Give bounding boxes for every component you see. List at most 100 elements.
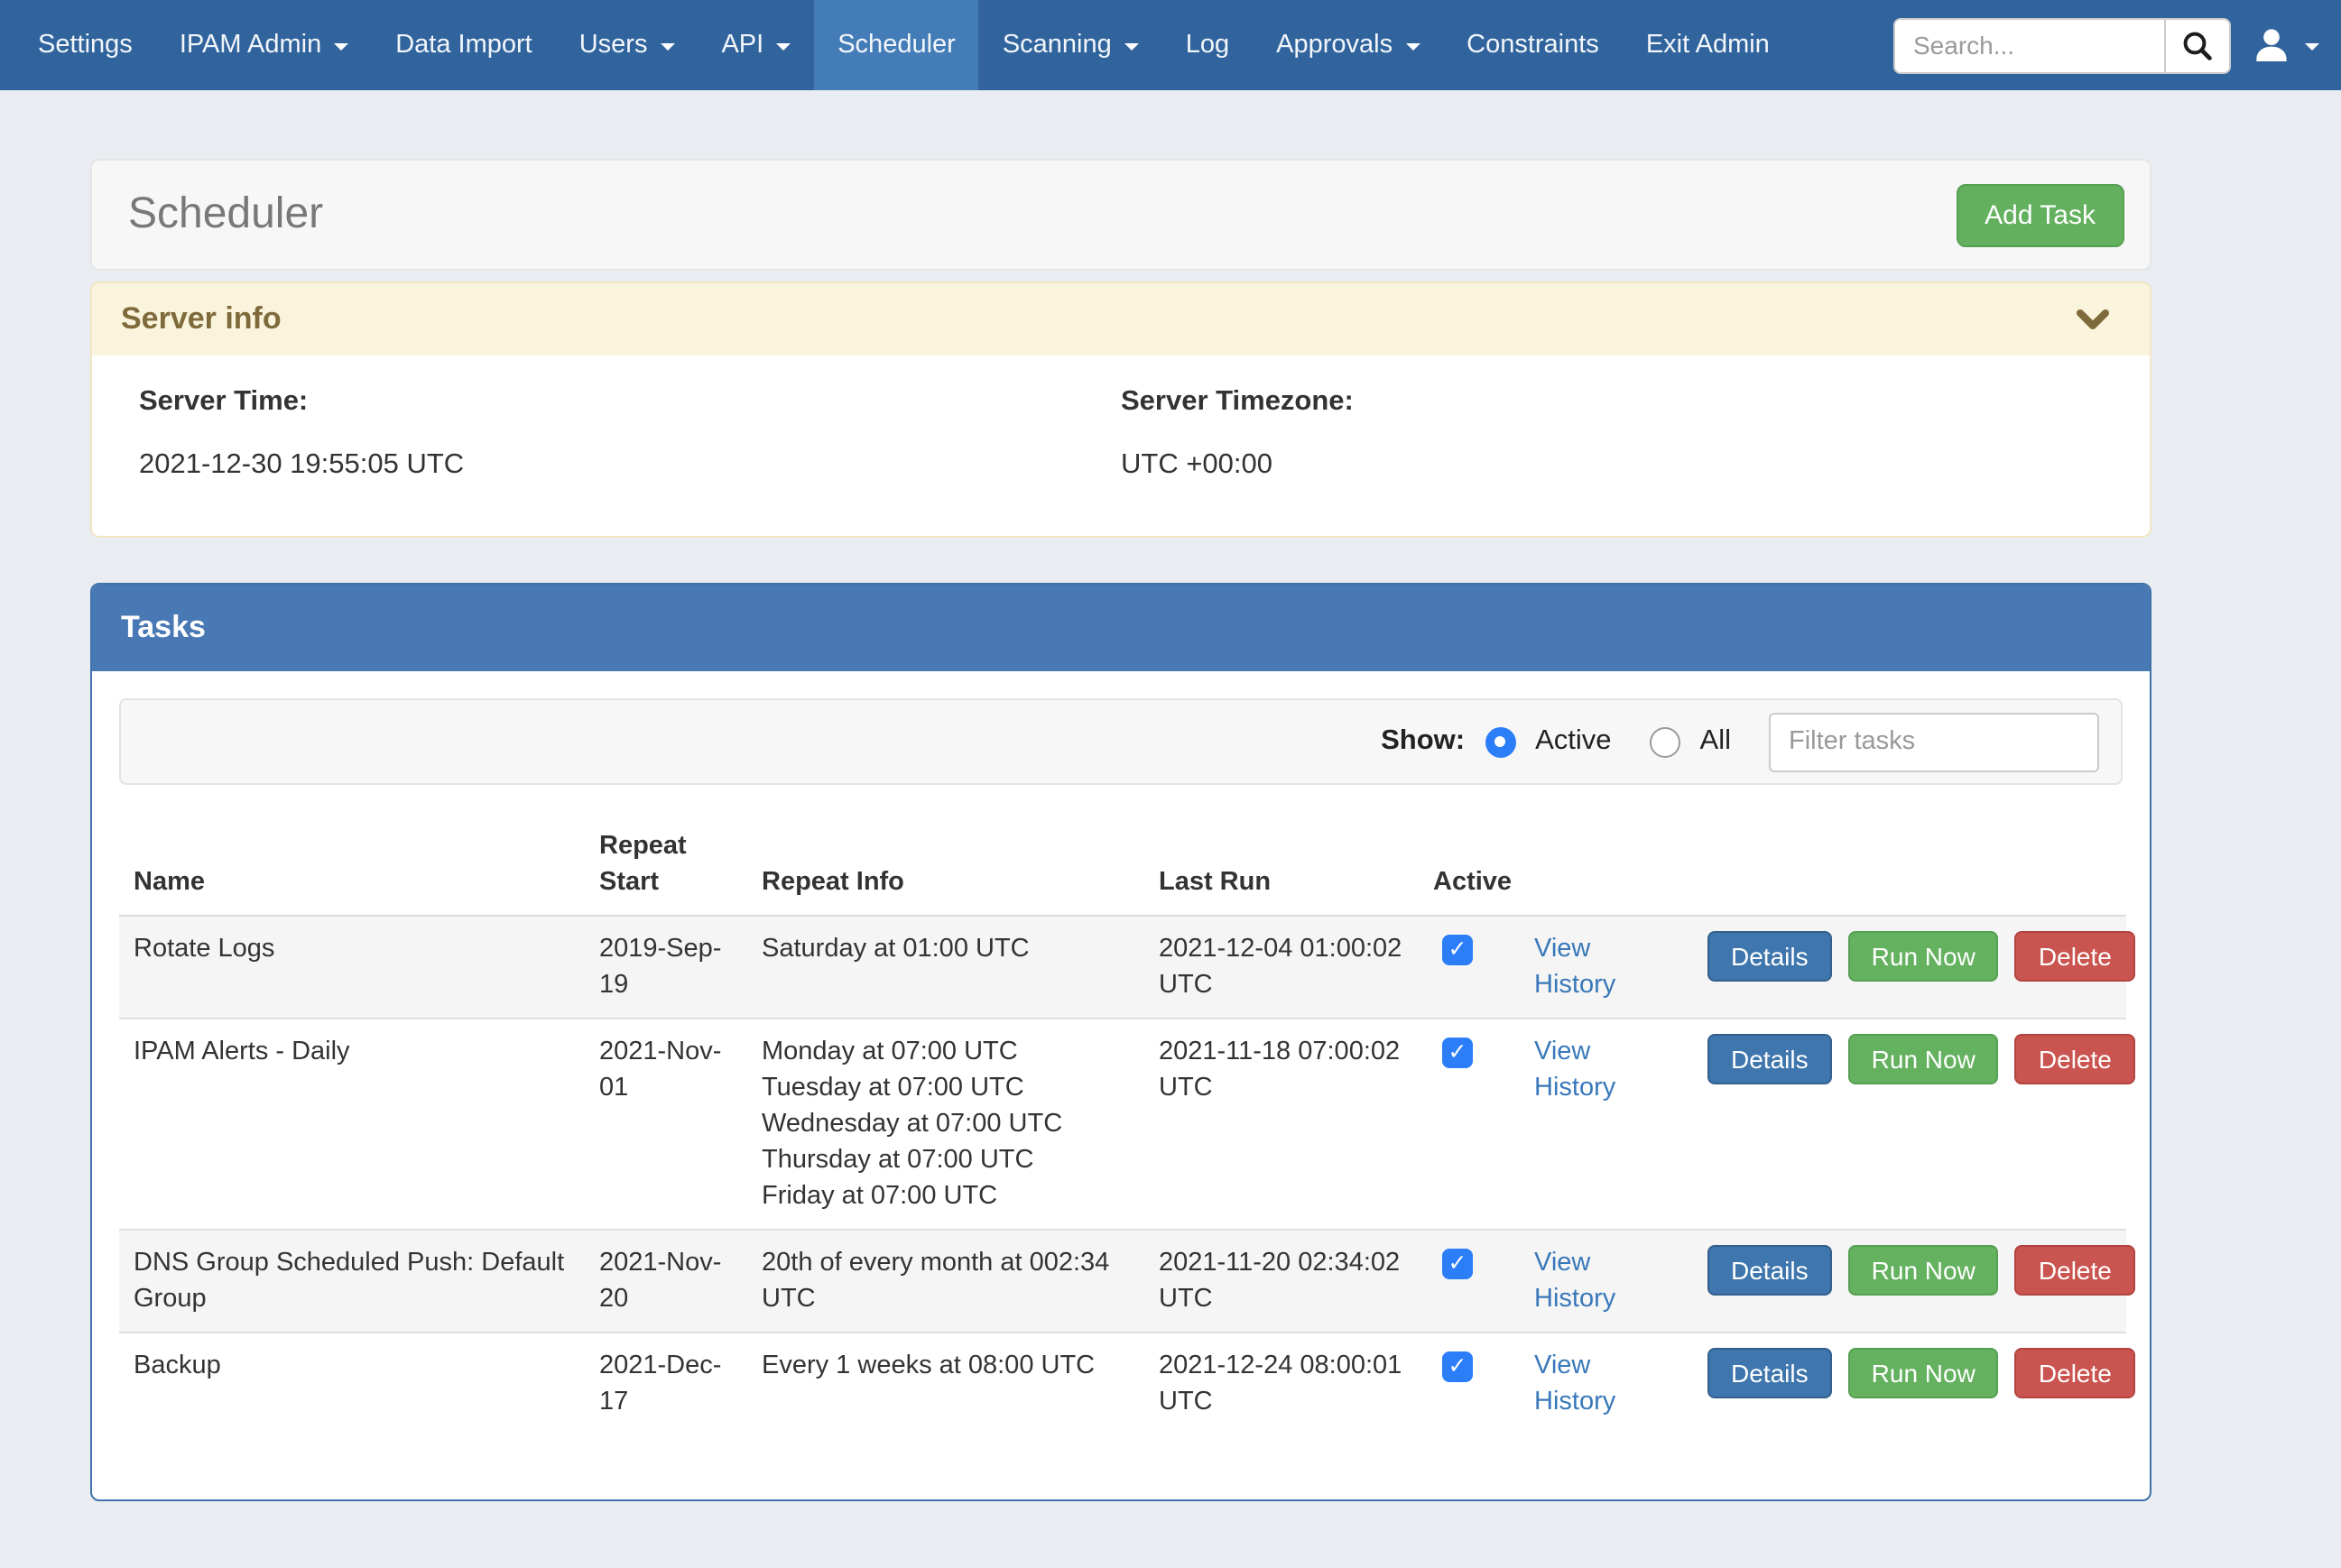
user-menu[interactable] xyxy=(2253,27,2319,63)
run-now-button[interactable]: Run Now xyxy=(1848,1245,1999,1296)
repeat-info-line: Tuesday at 07:00 UTC xyxy=(762,1070,1130,1106)
delete-button[interactable]: Delete xyxy=(2015,1245,2135,1296)
nav-item-label: Users xyxy=(579,31,648,60)
task-last-run: 2021-11-20 02:34:02 UTC xyxy=(1144,1230,1419,1333)
task-name: Rotate Logs xyxy=(119,916,585,1019)
server-time-column: Server Time: 2021-12-30 19:55:05 UTC xyxy=(139,386,1121,482)
column-header-last-run: Last Run xyxy=(1144,814,1419,916)
nav-item-label: Data Import xyxy=(395,31,532,60)
nav-item-label: Scheduler xyxy=(837,31,956,60)
task-name: IPAM Alerts - Daily xyxy=(119,1019,585,1230)
tasks-panel: Tasks Show: Active All xyxy=(90,583,2151,1501)
server-info-body: Server Time: 2021-12-30 19:55:05 UTC Ser… xyxy=(92,355,2150,536)
chevron-down-icon xyxy=(660,43,674,51)
task-last-run: 2021-12-24 08:00:01 UTC xyxy=(1144,1333,1419,1434)
column-header-repeat-start: Repeat Start xyxy=(585,814,747,916)
delete-button[interactable]: Delete xyxy=(2015,931,2135,982)
nav-item-data-import[interactable]: Data Import xyxy=(372,0,556,90)
task-repeat-info: Saturday at 01:00 UTC xyxy=(747,916,1144,1019)
active-checkbox[interactable]: ✓ xyxy=(1442,1038,1473,1068)
scheduler-header-panel: Scheduler Add Task xyxy=(90,159,2151,271)
nav-item-api[interactable]: API xyxy=(698,0,814,90)
tasks-filter-bar: Show: Active All xyxy=(119,698,2123,785)
details-button[interactable]: Details xyxy=(1707,1034,1832,1084)
view-history-link[interactable]: View History xyxy=(1534,1249,1615,1314)
details-button[interactable]: Details xyxy=(1707,1348,1832,1398)
task-repeat-start: 2019-Sep-19 xyxy=(585,916,747,1019)
show-all-radio[interactable] xyxy=(1650,726,1680,757)
search-input[interactable] xyxy=(1893,17,2164,73)
nav-item-label: Constraints xyxy=(1467,31,1599,60)
column-header-name: Name xyxy=(119,814,585,916)
show-active-label[interactable]: Active xyxy=(1535,725,1611,758)
nav-item-label: IPAM Admin xyxy=(180,31,321,60)
chevron-down-icon[interactable] xyxy=(2076,308,2110,331)
nav-item-label: Log xyxy=(1186,31,1229,60)
nav-item-label: Approvals xyxy=(1276,31,1393,60)
column-header-history xyxy=(1520,814,1693,916)
nav-item-log[interactable]: Log xyxy=(1162,0,1253,90)
server-timezone-label: Server Timezone: xyxy=(1121,386,2103,419)
task-repeat-start: 2021-Dec-17 xyxy=(585,1333,747,1434)
nav-item-exit-admin[interactable]: Exit Admin xyxy=(1623,0,1793,90)
active-checkbox[interactable]: ✓ xyxy=(1442,1249,1473,1279)
delete-button[interactable]: Delete xyxy=(2015,1348,2135,1398)
nav-item-scanning[interactable]: Scanning xyxy=(979,0,1162,90)
show-all-label[interactable]: All xyxy=(1700,725,1731,758)
task-repeat-start: 2021-Nov-20 xyxy=(585,1230,747,1333)
nav-item-constraints[interactable]: Constraints xyxy=(1443,0,1623,90)
nav-item-scheduler[interactable]: Scheduler xyxy=(814,0,979,90)
task-repeat-start: 2021-Nov-01 xyxy=(585,1019,747,1230)
repeat-info-line: Monday at 07:00 UTC xyxy=(762,1034,1130,1070)
view-history-link[interactable]: View History xyxy=(1534,1038,1615,1102)
task-last-run: 2021-11-18 07:00:02 UTC xyxy=(1144,1019,1419,1230)
add-task-button[interactable]: Add Task xyxy=(1956,183,2124,246)
column-header-repeat-info: Repeat Info xyxy=(747,814,1144,916)
chevron-down-icon xyxy=(1405,43,1420,51)
nav-item-label: Exit Admin xyxy=(1646,31,1770,60)
nav-item-settings[interactable]: Settings xyxy=(14,0,156,90)
top-navbar: Settings IPAM Admin Data Import Users API Sch… xyxy=(0,0,2341,90)
task-repeat-info: 20th of every month at 002:34 UTC xyxy=(747,1230,1144,1333)
details-button[interactable]: Details xyxy=(1707,1245,1832,1296)
tasks-panel-header: Tasks xyxy=(92,585,2150,671)
run-now-button[interactable]: Run Now xyxy=(1848,1034,1999,1084)
repeat-info-line: Thursday at 07:00 UTC xyxy=(762,1142,1130,1178)
active-checkbox[interactable]: ✓ xyxy=(1442,935,1473,965)
task-repeat-info: Every 1 weeks at 08:00 UTC xyxy=(747,1333,1144,1434)
task-repeat-info: Monday at 07:00 UTCTuesday at 07:00 UTCW… xyxy=(747,1019,1144,1230)
page-title: Scheduler xyxy=(128,189,323,240)
view-history-link[interactable]: View History xyxy=(1534,1351,1615,1416)
nav-item-label: Settings xyxy=(38,31,133,60)
run-now-button[interactable]: Run Now xyxy=(1848,931,1999,982)
chevron-down-icon xyxy=(334,43,348,51)
nav-item-users[interactable]: Users xyxy=(556,0,699,90)
show-label: Show: xyxy=(1381,725,1465,758)
nav-item-label: Scanning xyxy=(1003,31,1112,60)
active-checkbox[interactable]: ✓ xyxy=(1442,1351,1473,1382)
delete-button[interactable]: Delete xyxy=(2015,1034,2135,1084)
view-history-link[interactable]: View History xyxy=(1534,935,1615,1000)
search-group xyxy=(1893,17,2231,73)
details-button[interactable]: Details xyxy=(1707,931,1832,982)
nav-items: Settings IPAM Admin Data Import Users API Sch… xyxy=(14,0,1793,90)
table-row: DNS Group Scheduled Push: Default Group … xyxy=(119,1230,2126,1333)
task-name: Backup xyxy=(119,1333,585,1434)
run-now-button[interactable]: Run Now xyxy=(1848,1348,1999,1398)
filter-tasks-input[interactable] xyxy=(1769,712,2099,771)
repeat-info-line: Every 1 weeks at 08:00 UTC xyxy=(762,1348,1130,1384)
table-row: IPAM Alerts - Daily 2021-Nov-01 Monday a… xyxy=(119,1019,2126,1230)
main-container: Scheduler Add Task Server info Server Ti… xyxy=(90,159,2151,1501)
nav-item-approvals[interactable]: Approvals xyxy=(1253,0,1443,90)
server-info-title: Server info xyxy=(121,301,282,337)
show-active-radio[interactable] xyxy=(1485,726,1515,757)
repeat-info-line: Wednesday at 07:00 UTC xyxy=(762,1106,1130,1142)
server-info-header[interactable]: Server info xyxy=(92,283,2150,355)
server-timezone-value: UTC +00:00 xyxy=(1121,449,2103,482)
server-info-panel: Server info Server Time: 2021-12-30 19:5… xyxy=(90,281,2151,538)
navbar-right xyxy=(1893,0,2341,90)
search-button[interactable] xyxy=(2164,17,2231,73)
task-name: DNS Group Scheduled Push: Default Group xyxy=(119,1230,585,1333)
nav-item-ipam-admin[interactable]: IPAM Admin xyxy=(156,0,372,90)
user-icon xyxy=(2253,27,2290,63)
